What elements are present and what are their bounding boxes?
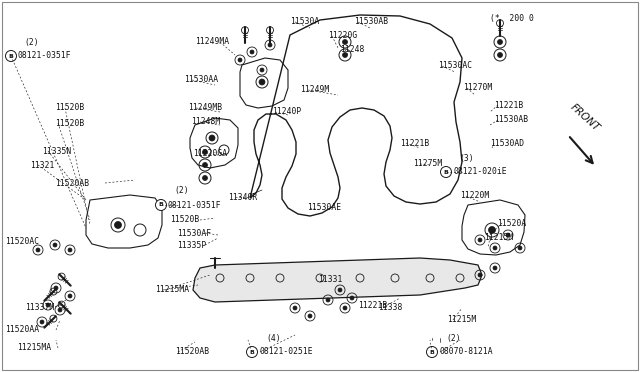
Text: 11221B: 11221B xyxy=(494,100,524,109)
Circle shape xyxy=(54,286,58,290)
Text: 08121-0251E: 08121-0251E xyxy=(260,347,314,356)
Circle shape xyxy=(246,346,257,357)
Circle shape xyxy=(6,51,17,61)
Text: 11249MB: 11249MB xyxy=(188,103,222,112)
Text: (*  200 0: (* 200 0 xyxy=(490,13,534,22)
Circle shape xyxy=(209,135,215,141)
Text: 11220M: 11220M xyxy=(460,192,489,201)
Text: 11520AA: 11520AA xyxy=(5,326,39,334)
Text: 11221B: 11221B xyxy=(400,138,429,148)
Circle shape xyxy=(202,150,207,154)
Text: B: B xyxy=(8,54,13,58)
Circle shape xyxy=(478,273,482,277)
Circle shape xyxy=(426,346,438,357)
Text: 11530AB: 11530AB xyxy=(494,115,528,125)
Text: 11530AA: 11530AA xyxy=(184,76,218,84)
Circle shape xyxy=(115,221,122,228)
Text: B: B xyxy=(250,350,255,355)
Circle shape xyxy=(326,298,330,302)
Circle shape xyxy=(343,306,347,310)
Text: 11520B: 11520B xyxy=(55,119,84,128)
Text: 11340R: 11340R xyxy=(228,192,257,202)
Circle shape xyxy=(260,68,264,72)
Text: 08121-0351F: 08121-0351F xyxy=(168,201,221,209)
Text: 11530AB: 11530AB xyxy=(354,17,388,26)
Circle shape xyxy=(46,303,50,307)
Circle shape xyxy=(53,243,57,247)
Circle shape xyxy=(440,167,451,177)
Text: (4): (4) xyxy=(266,334,280,343)
Text: 11215M: 11215M xyxy=(484,232,513,241)
Text: 11270M: 11270M xyxy=(463,83,492,93)
Text: 11321: 11321 xyxy=(30,160,54,170)
Text: 11275M: 11275M xyxy=(413,160,442,169)
Circle shape xyxy=(342,52,348,58)
Circle shape xyxy=(497,52,502,58)
Text: 11249M: 11249M xyxy=(300,86,329,94)
Text: 11520A: 11520A xyxy=(497,218,526,228)
Text: 11215MA: 11215MA xyxy=(17,343,51,353)
Text: B: B xyxy=(429,350,435,355)
Circle shape xyxy=(58,308,62,312)
Circle shape xyxy=(488,227,495,234)
Text: (2): (2) xyxy=(446,334,461,343)
Text: 11520B: 11520B xyxy=(170,215,199,224)
Circle shape xyxy=(238,58,242,62)
Text: 11335P: 11335P xyxy=(177,241,206,250)
Text: 11520B: 11520B xyxy=(55,103,84,112)
Polygon shape xyxy=(193,258,482,302)
Text: 08070-8121A: 08070-8121A xyxy=(440,347,493,356)
Text: B: B xyxy=(159,202,163,208)
Circle shape xyxy=(268,43,272,47)
Circle shape xyxy=(68,294,72,298)
Circle shape xyxy=(478,238,482,242)
Text: 11338: 11338 xyxy=(378,302,403,311)
Circle shape xyxy=(250,50,254,54)
Text: (2): (2) xyxy=(24,38,38,46)
Text: (3): (3) xyxy=(459,154,474,163)
Circle shape xyxy=(493,266,497,270)
Circle shape xyxy=(338,288,342,292)
Circle shape xyxy=(202,163,207,167)
Text: 11335N: 11335N xyxy=(42,147,71,155)
Text: 11520AB: 11520AB xyxy=(55,179,89,187)
Text: 11221B: 11221B xyxy=(358,301,387,310)
Text: 11215MA: 11215MA xyxy=(155,285,189,295)
Text: FRONT: FRONT xyxy=(568,102,601,134)
Text: 11530AF: 11530AF xyxy=(177,228,211,237)
Circle shape xyxy=(293,306,297,310)
Text: 11530A: 11530A xyxy=(290,17,319,26)
Text: B: B xyxy=(444,170,449,174)
Circle shape xyxy=(493,246,497,250)
Circle shape xyxy=(68,248,72,252)
Text: 11530AD: 11530AD xyxy=(490,138,524,148)
Text: 11520AB: 11520AB xyxy=(175,347,209,356)
Text: 11337M: 11337M xyxy=(25,302,54,311)
Text: 11240P: 11240P xyxy=(272,108,301,116)
Circle shape xyxy=(506,233,510,237)
Circle shape xyxy=(497,39,502,45)
Text: 11331: 11331 xyxy=(318,276,342,285)
Text: 11248M: 11248M xyxy=(191,118,220,126)
Text: 11248: 11248 xyxy=(340,45,364,55)
Text: 11220GA: 11220GA xyxy=(193,148,227,157)
Circle shape xyxy=(308,314,312,318)
Circle shape xyxy=(342,39,348,45)
Circle shape xyxy=(156,199,166,211)
Text: 11520AC: 11520AC xyxy=(5,237,39,247)
Circle shape xyxy=(36,248,40,252)
Text: 08121-0351F: 08121-0351F xyxy=(18,51,72,61)
Text: 11530AE: 11530AE xyxy=(307,203,341,212)
Circle shape xyxy=(202,176,207,180)
Circle shape xyxy=(518,246,522,250)
Text: 11249MA: 11249MA xyxy=(195,38,229,46)
Circle shape xyxy=(40,320,44,324)
Circle shape xyxy=(350,296,354,300)
Text: (2): (2) xyxy=(174,186,189,196)
Text: 11215M: 11215M xyxy=(447,315,476,324)
Text: 08121-020iE: 08121-020iE xyxy=(453,167,507,176)
Text: 11530AC: 11530AC xyxy=(438,61,472,71)
Circle shape xyxy=(259,79,265,85)
Text: 11220G: 11220G xyxy=(328,32,357,41)
